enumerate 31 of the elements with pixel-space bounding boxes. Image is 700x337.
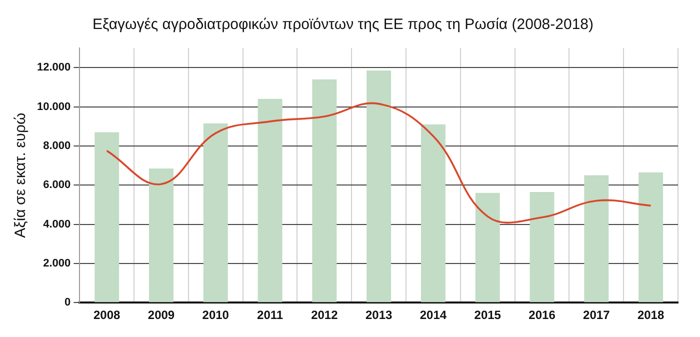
x-tick-label: 2018: [637, 308, 664, 322]
bar: [584, 175, 609, 302]
y-axis-title: Αξία σε εκατ. ευρώ: [12, 112, 30, 238]
x-tick-label: 2012: [311, 308, 338, 322]
x-tick-label: 2015: [474, 308, 502, 322]
y-tick-label: 0: [64, 296, 71, 309]
x-tick-label: 2017: [583, 308, 610, 322]
chart-title: Εξαγωγές αγροδιατροφικών προϊόντων της ΕΕ προς τη Ρωσία (2008-2018): [92, 16, 594, 34]
bar: [94, 132, 120, 302]
y-tick-label: 2.000: [43, 257, 71, 270]
bar: [475, 192, 500, 302]
bar: [258, 98, 282, 302]
x-tick-label: 2008: [93, 308, 121, 322]
x-tick-label: 2011: [257, 308, 284, 322]
bar: [203, 123, 228, 302]
x-tick-label: 2014: [420, 308, 447, 322]
y-tick-label: 8.000: [43, 140, 71, 152]
y-tick-label: 4.000: [43, 218, 71, 230]
bar: [149, 168, 174, 302]
x-tick-label: 2009: [148, 308, 175, 322]
y-tick-label: 10.000: [36, 100, 71, 113]
bar: [420, 124, 446, 302]
y-tick-label: 6.000: [43, 179, 71, 192]
x-tick-label: 2013: [365, 308, 392, 322]
bar: [312, 79, 337, 302]
bar: [530, 192, 554, 302]
bar: [638, 172, 664, 302]
y-tick-label: 12.000: [36, 62, 71, 74]
x-tick-label: 2016: [528, 308, 556, 322]
x-tick-label: 2010: [202, 308, 230, 322]
bar: [366, 70, 392, 302]
